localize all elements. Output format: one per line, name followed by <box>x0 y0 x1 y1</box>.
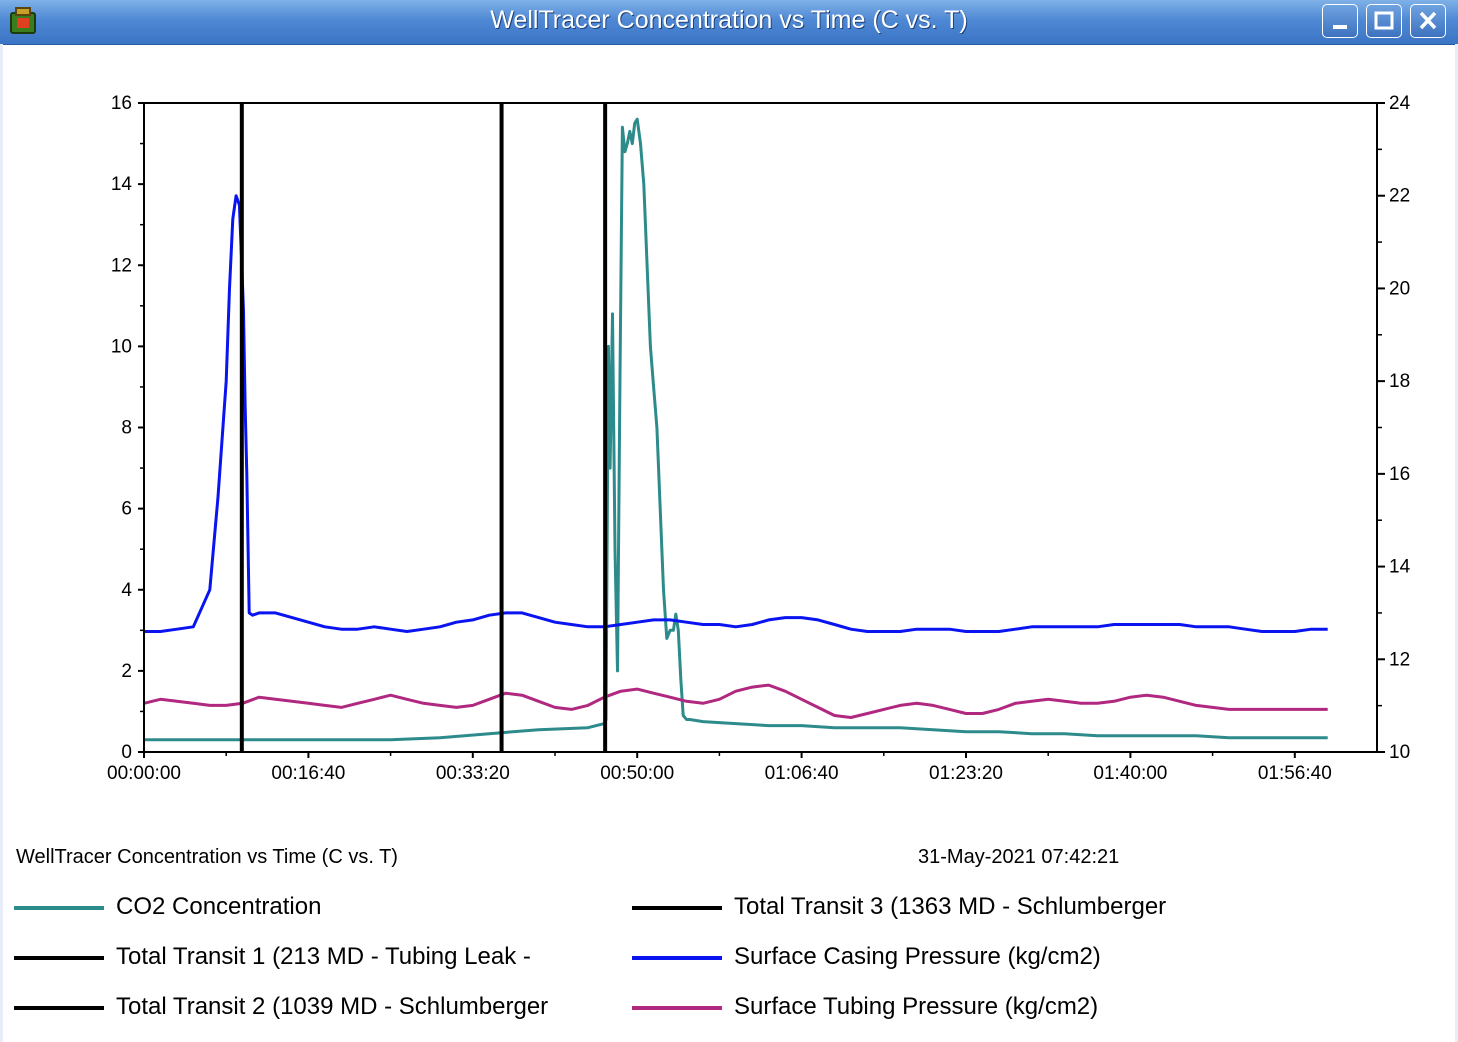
app-icon <box>10 7 36 34</box>
legend-label: Surface Casing Pressure (kg/cm2) <box>734 943 1101 970</box>
close-button[interactable] <box>1410 4 1446 38</box>
window-border-left <box>0 44 3 1042</box>
y-left-tick-label: 16 <box>111 93 132 114</box>
legend-swatch-transit-2 <box>14 1006 104 1010</box>
x-tick-label: 01:56:40 <box>1258 763 1332 784</box>
y-left-tick-label: 2 <box>121 661 132 682</box>
maximize-icon <box>1374 11 1394 30</box>
close-icon <box>1419 11 1437 30</box>
x-tick-label: 00:16:40 <box>271 763 345 784</box>
window-border-right <box>1455 44 1458 1042</box>
series-line-surface-casing-pressure-kg-cm2 <box>144 194 1328 633</box>
footer-date: 31-May-2021 07:42:21 <box>918 846 1120 868</box>
series-line-surface-tubing-pressure-kg-cm2 <box>143 683 1328 719</box>
minimize-button[interactable] <box>1322 4 1358 38</box>
legend-label: Surface Tubing Pressure (kg/cm2) <box>734 993 1099 1020</box>
window-title: WellTracer Concentration vs Time (C vs. … <box>490 6 968 34</box>
y-right-tick-label: 12 <box>1389 649 1410 670</box>
minimize-icon <box>1333 25 1347 29</box>
y-right-tick-label: 16 <box>1389 464 1410 485</box>
y-left-tick-label: 12 <box>111 255 132 276</box>
legend-swatch-casing-pressure <box>632 956 722 960</box>
footer-title: WellTracer Concentration vs Time (C vs. … <box>16 846 398 868</box>
y-right-tick-label: 18 <box>1389 371 1410 392</box>
legend-label: Total Transit 3 (1363 MD - Schlumberger <box>734 893 1167 920</box>
legend-swatch-co2 <box>14 906 104 910</box>
y-left-tick-label: 8 <box>121 418 132 439</box>
y-right-tick-label: 10 <box>1389 742 1410 763</box>
maximize-button[interactable] <box>1366 4 1402 38</box>
y-right-tick-label: 22 <box>1389 186 1410 207</box>
x-tick-label: 00:50:00 <box>600 763 674 784</box>
title-bar[interactable]: WellTracer Concentration vs Time (C vs. … <box>0 0 1458 45</box>
x-tick-label: 00:33:20 <box>436 763 510 784</box>
legend-label: Total Transit 2 (1039 MD - Schlumberger <box>116 993 549 1020</box>
x-tick-label: 01:40:00 <box>1093 763 1167 784</box>
transit-markers <box>239 103 608 752</box>
series-layer <box>143 117 1328 742</box>
y-left-tick-label: 4 <box>121 580 132 601</box>
legend-label: CO2 Concentration <box>116 893 322 920</box>
y-right-tick-label: 20 <box>1389 278 1410 299</box>
y-left-tick-label: 0 <box>121 742 132 763</box>
x-tick-label: 01:06:40 <box>765 763 839 784</box>
plot-area: 00:00:00 00:16:40 00:33:20 00:50:00 01:06:40… <box>107 93 1411 784</box>
y-left-tick-label: 10 <box>111 336 132 357</box>
y-left-tick-label: 6 <box>121 499 132 520</box>
legend-swatch-tubing-pressure <box>632 1006 722 1010</box>
legend-swatch-transit-3 <box>632 906 722 910</box>
axes: 00:00:00 00:16:40 00:33:20 00:50:00 01:06:40… <box>107 93 1411 784</box>
x-tick-label: 01:23:20 <box>929 763 1003 784</box>
series-line-co2-concentration <box>144 117 1328 742</box>
y-left-tick-label: 14 <box>111 174 133 195</box>
x-tick-label: 00:00:00 <box>107 763 181 784</box>
legend-swatch-transit-1 <box>14 956 104 960</box>
legend-label: Total Transit 1 (213 MD - Tubing Leak - <box>116 943 531 970</box>
y-right-tick-label: 24 <box>1389 93 1411 114</box>
y-right-tick-label: 14 <box>1389 557 1411 578</box>
